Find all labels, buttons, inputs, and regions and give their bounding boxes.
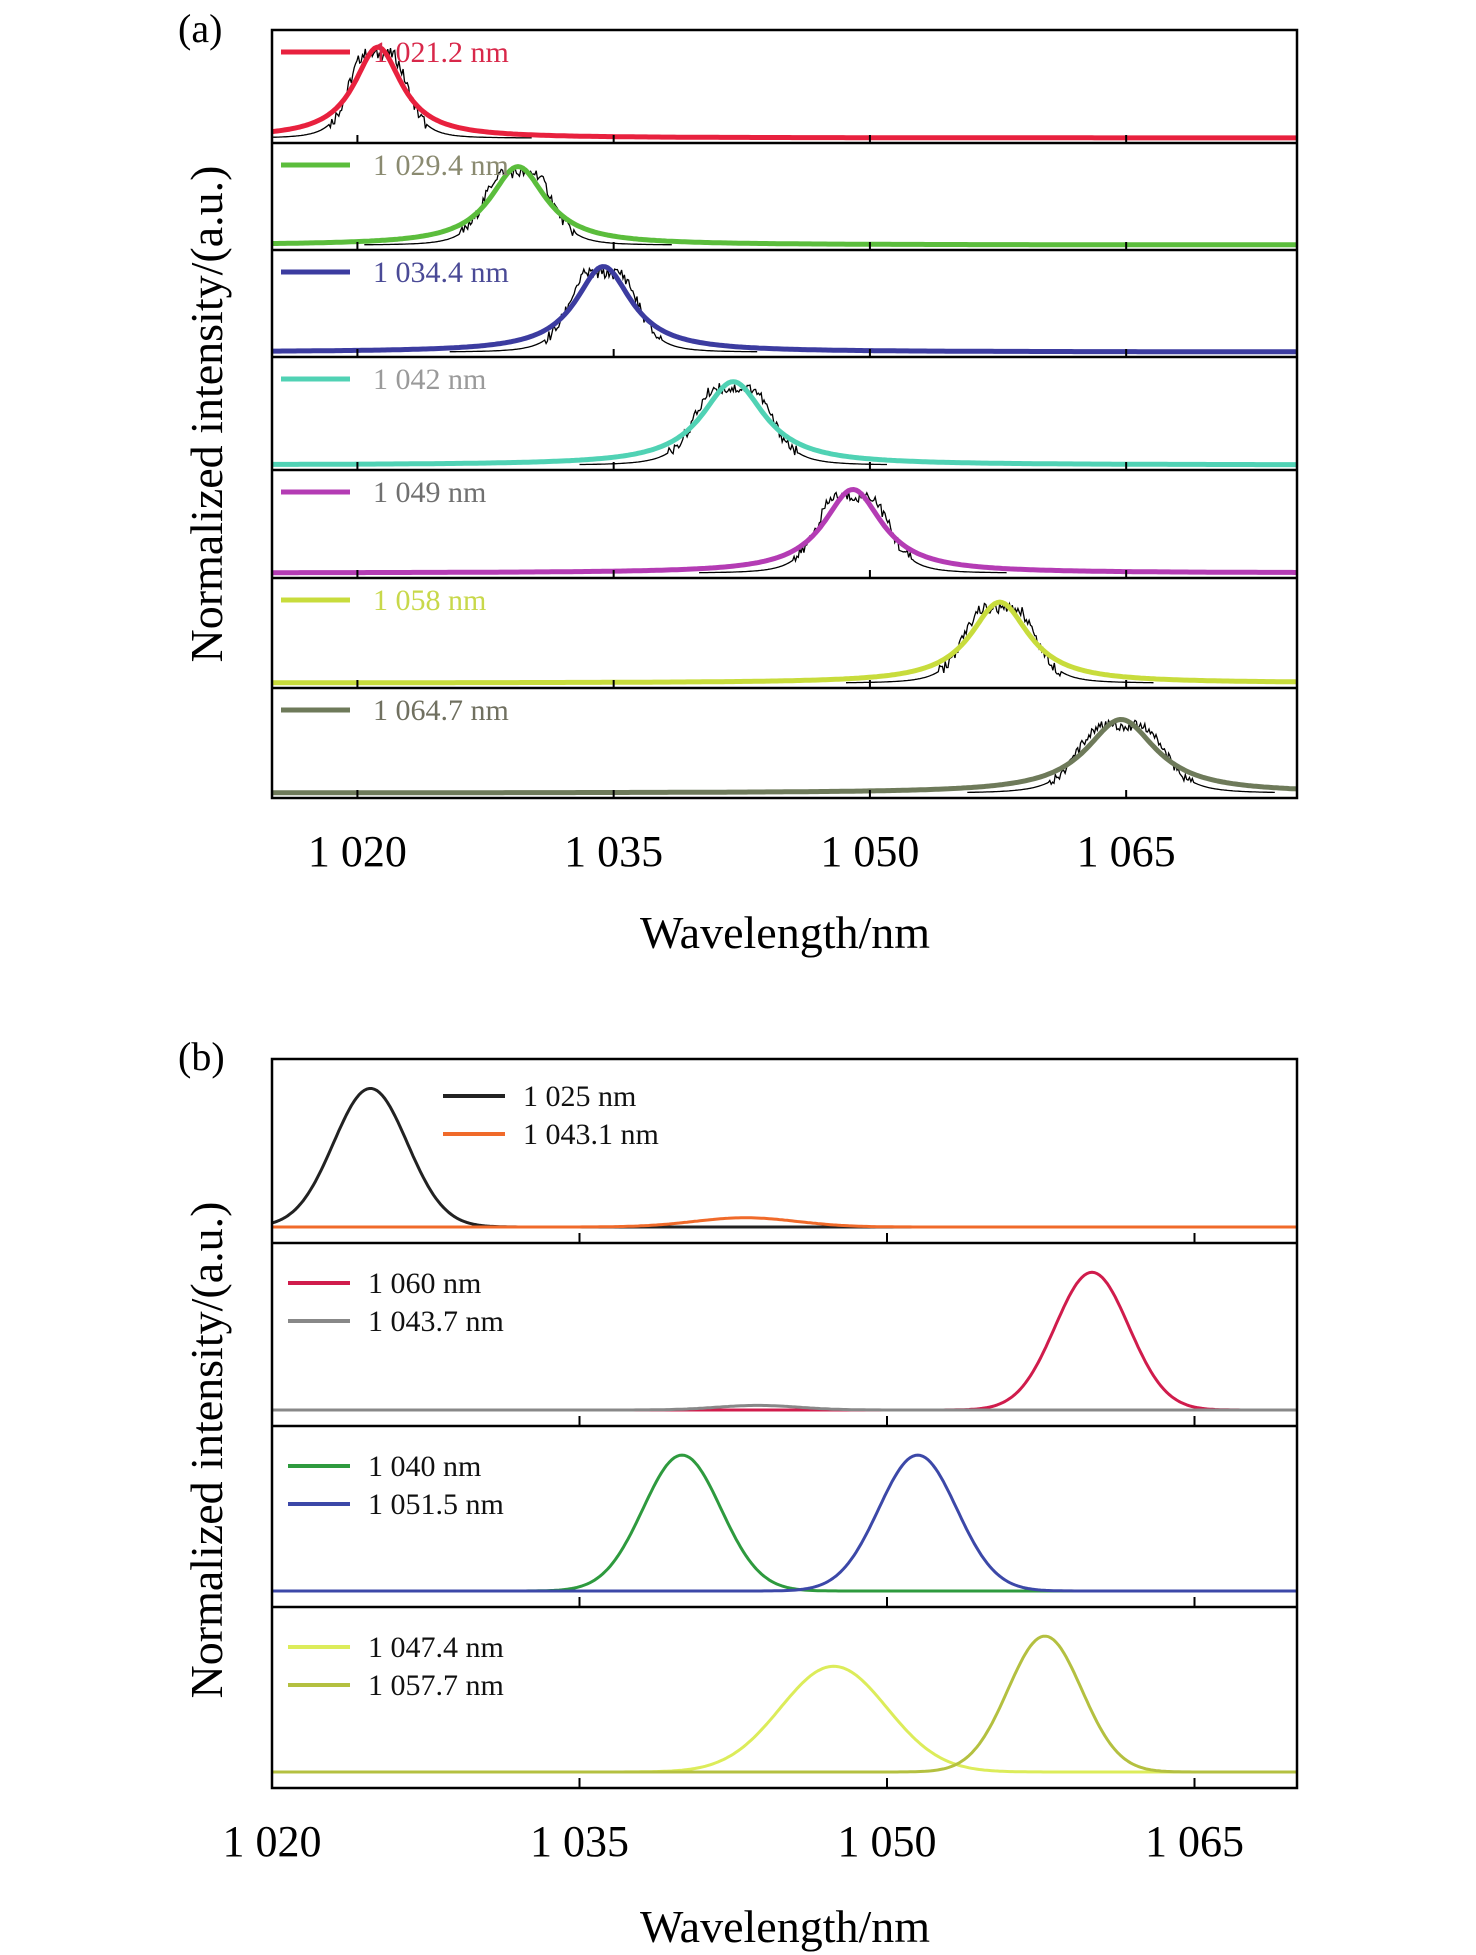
panel-b-series-line bbox=[272, 1403, 1297, 1412]
panel-a-measured-trace bbox=[967, 718, 1275, 794]
panel-b-series-line bbox=[271, 1087, 1297, 1229]
panel-b-strips: 1 025 nm 1 043.1 nm 1 060 nm 1 043.7 nm 1 04… bbox=[271, 1080, 1297, 1788]
panel-b-x-ticks: 1 020 1 035 1 050 1 065 bbox=[223, 1817, 1245, 1866]
panel-a-x-tick-label: 1 020 bbox=[308, 827, 407, 876]
panel-a-legend-label: 1 029.4 nm bbox=[373, 149, 509, 182]
panel-b-series-line bbox=[272, 1216, 1297, 1229]
panel-a-legend-label: 1 042 nm bbox=[373, 363, 486, 396]
panel-b-frame bbox=[270, 1057, 1299, 1790]
panel-a-strip-7: 1 064.7 nm bbox=[272, 686, 1298, 798]
panel-a-measured-trace bbox=[846, 601, 1154, 684]
panel-b-label: (b) bbox=[178, 1034, 225, 1079]
panel-a-x-ticks: 1 020 1 035 1 050 1 065 bbox=[308, 827, 1176, 876]
panel-a-strip-1: 1 021.2 nm bbox=[271, 36, 1297, 143]
panel-b-legend-label: 1 057.7 nm bbox=[368, 1669, 504, 1702]
panel-b-series-line bbox=[272, 1634, 1297, 1774]
panel-b-y-axis-title: Normalized intensity/(a.u.) bbox=[181, 1202, 232, 1699]
panel-a-measured-trace bbox=[273, 46, 532, 139]
panel-a-label: (a) bbox=[178, 6, 222, 51]
panel-b-x-tick-label: 1 035 bbox=[530, 1817, 629, 1866]
panel-a-strip-6: 1 058 nm bbox=[272, 576, 1297, 688]
panel-a-legend-label: 1 021.2 nm bbox=[373, 36, 509, 69]
panel-a-fit-line bbox=[272, 717, 1298, 796]
panel-b-legend-label: 1 043.7 nm bbox=[368, 1305, 504, 1338]
panel-b-legend-label: 1 060 nm bbox=[368, 1267, 481, 1300]
panel-b-legend-label: 1 051.5 nm bbox=[368, 1488, 504, 1521]
panel-b-x-axis-title: Wavelength/nm bbox=[640, 1901, 930, 1952]
panel-a: (a) 1 021.2 nm 1 029.4 nm 1 034.4 nm 1 042 … bbox=[178, 6, 1299, 958]
panel-a-strip-2: 1 029.4 nm bbox=[272, 141, 1297, 250]
panel-a-measured-trace bbox=[699, 491, 1007, 574]
panel-a-x-axis-title: Wavelength/nm bbox=[640, 907, 930, 958]
panel-b-x-tick-label: 1 050 bbox=[838, 1817, 937, 1866]
panel-a-fit-line bbox=[272, 599, 1297, 686]
panel-a-strip-5: 1 049 nm bbox=[272, 468, 1297, 578]
panel-b-legend-label: 1 043.1 nm bbox=[523, 1118, 659, 1151]
panel-a-legend-label: 1 058 nm bbox=[373, 584, 486, 617]
panel-b-strip-2: 1 060 nm 1 043.7 nm bbox=[272, 1241, 1297, 1426]
panel-a-strip-3: 1 034.4 nm bbox=[272, 248, 1297, 357]
panel-b-series-line bbox=[272, 1453, 1297, 1593]
panel-a-strips: 1 021.2 nm 1 029.4 nm 1 034.4 nm 1 042 nm 1 … bbox=[271, 36, 1298, 798]
panel-b-strip-4: 1 047.4 nm 1 057.7 nm bbox=[272, 1605, 1297, 1788]
panel-b-legend-label: 1 025 nm bbox=[523, 1080, 636, 1113]
panel-b-x-tick-label: 1 020 bbox=[223, 1817, 322, 1866]
panel-a-legend-label: 1 034.4 nm bbox=[373, 256, 509, 289]
panel-a-x-tick-label: 1 050 bbox=[820, 827, 919, 876]
panel-a-x-tick-label: 1 035 bbox=[564, 827, 663, 876]
panel-a-x-tick-label: 1 065 bbox=[1077, 827, 1176, 876]
panel-a-legend-label: 1 049 nm bbox=[373, 476, 486, 509]
panel-a-strip-4: 1 042 nm bbox=[272, 355, 1297, 470]
panel-a-legend-label: 1 064.7 nm bbox=[373, 694, 509, 727]
panel-b-legend-label: 1 047.4 nm bbox=[368, 1631, 504, 1664]
panel-b: (b) 1 025 nm 1 043.1 nm 1 060 nm 1 043.7 nm… bbox=[178, 1034, 1299, 1952]
panel-a-frame bbox=[270, 28, 1299, 800]
panel-b-x-tick-label: 1 065 bbox=[1145, 1817, 1244, 1866]
panel-b-strip-1: 1 025 nm 1 043.1 nm bbox=[271, 1080, 1297, 1243]
panel-a-y-axis-title: Normalized intensity/(a.u.) bbox=[181, 166, 232, 663]
panel-b-strip-3: 1 040 nm 1 051.5 nm bbox=[272, 1424, 1297, 1607]
panel-a-measured-trace bbox=[579, 383, 887, 466]
panel-b-legend-label: 1 040 nm bbox=[368, 1450, 481, 1483]
panel-a-measured-trace bbox=[364, 167, 672, 246]
